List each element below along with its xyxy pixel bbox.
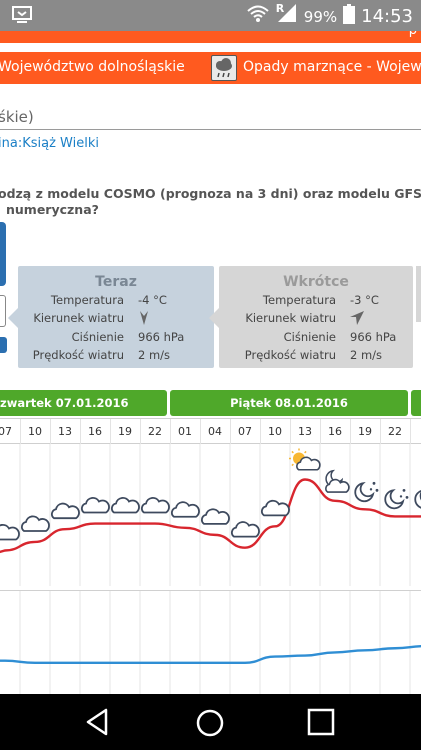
screen-icon xyxy=(12,6,32,28)
wind-speed-value: 2 m/s xyxy=(138,348,171,362)
hour-label: 16 xyxy=(88,425,102,438)
hour-label: 10 xyxy=(268,425,282,438)
day-header xyxy=(411,390,421,416)
freezing-rain-icon xyxy=(211,55,237,81)
wind-arrow-icon xyxy=(350,311,364,328)
moon-stars-icon xyxy=(384,489,409,510)
card-title: Teraz xyxy=(95,274,137,290)
pressure-value: 966 hPa xyxy=(138,330,185,344)
pressure-label: Ciśnienie xyxy=(71,330,124,344)
cloud-icon xyxy=(261,499,290,517)
cloud-icon xyxy=(0,524,20,541)
weather-alert-bar[interactable]: Województwo dolnośląskie Opady marznące … xyxy=(0,52,421,84)
temperature-line xyxy=(0,478,421,554)
card-title: Wkrótce xyxy=(283,274,349,290)
day-header: Piątek 08.01.2016 xyxy=(170,390,408,416)
sun-cloud-icon xyxy=(289,448,321,471)
temperature-value: -3 °C xyxy=(350,293,379,307)
moon-stars-icon xyxy=(414,490,421,509)
temperature-value: -4 °C xyxy=(138,293,167,307)
side-panel-tab[interactable] xyxy=(0,222,6,286)
header-partial-text: p xyxy=(409,31,417,38)
hour-label: 16 xyxy=(328,425,342,438)
cloud-icon xyxy=(201,508,230,525)
hour-label: 01 xyxy=(178,425,192,438)
home-icon[interactable] xyxy=(195,708,225,742)
hour-label: 22 xyxy=(148,425,162,438)
pressure-label: Ciśnienie xyxy=(283,330,336,344)
wind-speed-label: Prędkość wiatru xyxy=(32,348,124,362)
battery-icon xyxy=(343,4,356,29)
alert-warning-text[interactable]: Opady marznące - Wojewód xyxy=(243,59,421,75)
wind-direction-label: Kierunek wiatru xyxy=(245,311,336,325)
wifi-icon xyxy=(246,5,270,28)
header-strip: p xyxy=(0,31,421,43)
wind-direction-label: Kierunek wiatru xyxy=(33,311,124,325)
location-link[interactable]: ina:Książ Wielki xyxy=(0,136,99,151)
model-question-link[interactable]: numeryczna? xyxy=(6,202,99,217)
hour-label: 10 xyxy=(28,425,42,438)
temperature-label: Temperatura xyxy=(262,293,336,307)
next-card-edge[interactable] xyxy=(416,266,421,322)
wind-speed-label: Prędkość wiatru xyxy=(244,348,336,362)
side-panel-field[interactable] xyxy=(0,295,6,327)
hour-label: 19 xyxy=(118,425,132,438)
alert-region[interactable]: Województwo dolnośląskie xyxy=(0,59,185,75)
current-weather-card: Teraz Temperatura -4 °C Kierunek wiatru C… xyxy=(8,266,214,368)
hours-row: 07 10 13 16 19 22 01 04 07 10 13 16 19 22 0 xyxy=(0,418,421,445)
recents-icon[interactable] xyxy=(307,708,335,740)
pressure-value: 966 hPa xyxy=(350,330,397,344)
moon-cloud-icon xyxy=(325,469,350,493)
hour-label: 07 xyxy=(0,425,12,438)
hour-label: 04 xyxy=(208,425,222,438)
hour-label: 13 xyxy=(298,425,312,438)
cloud-icon xyxy=(231,521,260,538)
status-bar: R 99% 14:53 xyxy=(0,0,421,31)
cloud-icon xyxy=(21,515,50,532)
hour-label: 07 xyxy=(238,425,252,438)
navigation-bar xyxy=(0,694,421,750)
signal-icon: R xyxy=(275,2,298,29)
hour-label: 22 xyxy=(388,425,402,438)
cloud-icon xyxy=(51,502,80,520)
hour-label: 19 xyxy=(358,425,372,438)
temperature-chart xyxy=(0,444,421,586)
secondary-chart xyxy=(0,590,421,694)
hour-label: 13 xyxy=(58,425,72,438)
moon-stars-icon xyxy=(354,481,379,503)
secondary-line xyxy=(0,645,421,664)
side-panel-button[interactable] xyxy=(0,337,7,353)
temperature-label: Temperatura xyxy=(50,293,124,307)
cloud-icon xyxy=(171,501,200,518)
hour-label: 0 xyxy=(410,425,421,438)
wind-speed-value: 2 m/s xyxy=(350,348,383,362)
back-icon[interactable] xyxy=(84,708,112,740)
battery-percent: 99% xyxy=(303,7,338,26)
cloud-icon xyxy=(81,497,110,514)
network-type: R xyxy=(275,2,285,15)
cloud-icon xyxy=(141,497,170,514)
upcoming-weather-card: Wkrótce Temperatura -3 °C Kierunek wiatru… xyxy=(209,266,413,368)
day-header: zwartek 07.01.2016 xyxy=(0,390,167,416)
wind-arrow-icon xyxy=(138,311,150,328)
model-info-text: odzą z modelu COSMO (prognoza na 3 dni) … xyxy=(0,186,421,201)
location-search-input[interactable] xyxy=(0,104,421,130)
cloud-icon xyxy=(111,497,140,514)
clock: 14:53 xyxy=(361,6,413,27)
